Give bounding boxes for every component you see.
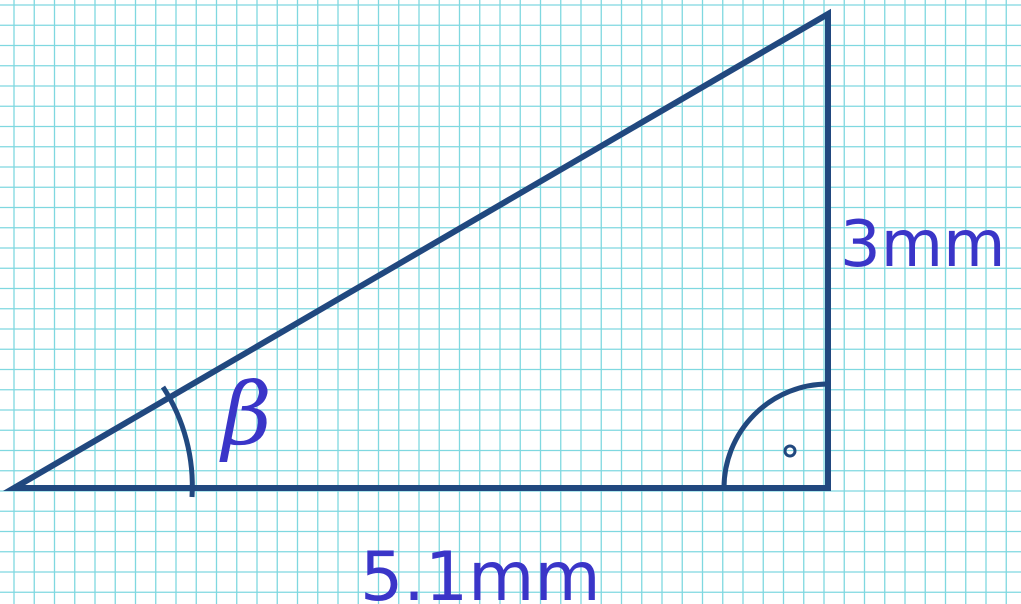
base-label: 5.1mm [360, 538, 601, 604]
height-label: 3mm [840, 208, 1005, 282]
angle-beta-arc [160, 385, 195, 498]
triangle [2, 8, 831, 491]
right-angle-arc [721, 381, 829, 489]
right-angle-dot [783, 444, 797, 458]
angle-beta-label: β [219, 365, 272, 465]
